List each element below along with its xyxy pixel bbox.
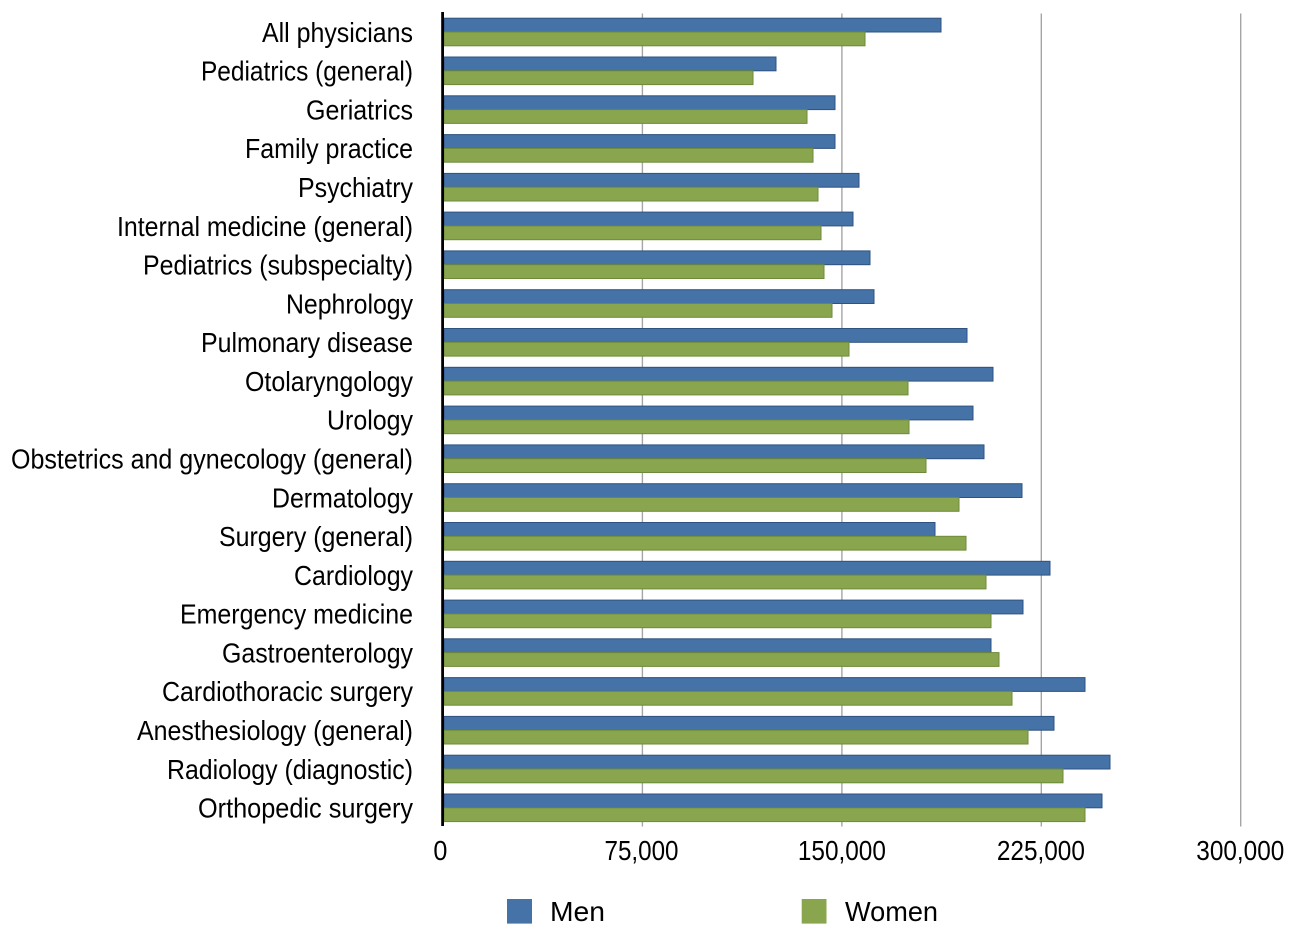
svg-text:Pediatrics (general): Pediatrics (general) <box>201 56 413 87</box>
svg-text:Radiology (diagnostic): Radiology (diagnostic) <box>167 754 413 785</box>
svg-text:Orthopedic surgery: Orthopedic surgery <box>198 793 413 824</box>
svg-text:Cardiothoracic surgery: Cardiothoracic surgery <box>162 676 413 707</box>
svg-text:Otolaryngology: Otolaryngology <box>245 366 413 397</box>
svg-text:All physicians: All physicians <box>262 17 413 48</box>
svg-text:Gastroenterology: Gastroenterology <box>222 637 413 668</box>
svg-text:300,000: 300,000 <box>1196 835 1284 866</box>
svg-text:0: 0 <box>433 835 447 866</box>
svg-text:Emergency medicine: Emergency medicine <box>180 599 413 630</box>
svg-text:225,000: 225,000 <box>997 835 1085 866</box>
svg-text:Internal medicine (general): Internal medicine (general) <box>117 211 413 242</box>
svg-text:Anesthesiology (general): Anesthesiology (general) <box>137 715 413 746</box>
svg-text:Nephrology: Nephrology <box>286 288 413 319</box>
svg-text:75,000: 75,000 <box>605 835 679 866</box>
svg-text:Dermatology: Dermatology <box>272 482 413 513</box>
svg-text:Women: Women <box>845 896 938 927</box>
svg-text:Family practice: Family practice <box>245 133 413 164</box>
svg-text:Geriatrics: Geriatrics <box>306 94 413 125</box>
svg-text:Psychiatry: Psychiatry <box>298 172 413 203</box>
svg-text:Obstetrics and gynecology (gen: Obstetrics and gynecology (general) <box>11 444 413 475</box>
svg-text:150,000: 150,000 <box>798 835 886 866</box>
svg-text:Pediatrics (subspecialty): Pediatrics (subspecialty) <box>143 250 413 281</box>
svg-text:Surgery (general): Surgery (general) <box>219 521 413 552</box>
svg-text:Cardiology: Cardiology <box>294 560 413 591</box>
svg-text:Urology: Urology <box>327 405 413 436</box>
svg-text:Pulmonary disease: Pulmonary disease <box>201 327 413 358</box>
svg-text:Men: Men <box>550 896 605 927</box>
